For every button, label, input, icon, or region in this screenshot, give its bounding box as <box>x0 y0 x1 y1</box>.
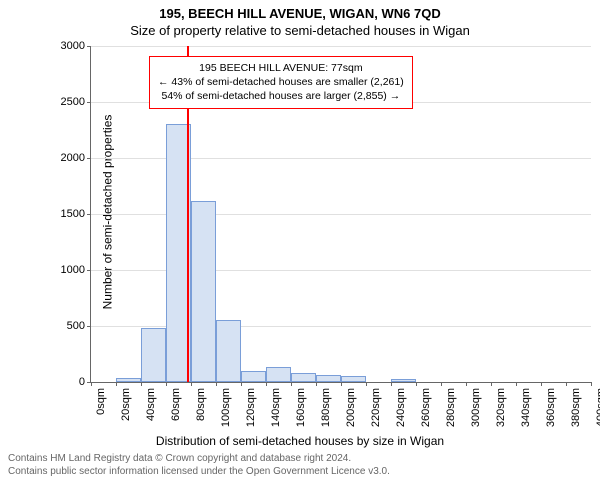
y-tick-label: 1500 <box>61 208 85 220</box>
x-tick-label: 20sqm <box>120 388 132 421</box>
attribution: Contains HM Land Registry data © Crown c… <box>0 448 600 478</box>
y-tick-label: 3000 <box>61 40 85 52</box>
attribution-line: Contains public sector information licen… <box>8 465 592 478</box>
x-tick-label: 360sqm <box>545 388 557 427</box>
y-tick <box>87 102 91 103</box>
histogram-bar <box>341 376 366 382</box>
histogram-bar <box>141 328 166 382</box>
page-title: 195, BEECH HILL AVENUE, WIGAN, WN6 7QD <box>0 0 600 21</box>
x-tick <box>191 382 192 386</box>
y-tick-label: 1000 <box>61 264 85 276</box>
gridline <box>91 46 591 47</box>
x-tick <box>341 382 342 386</box>
y-tick <box>87 214 91 215</box>
histogram-bar <box>191 201 216 382</box>
info-line-larger: 54% of semi-detached houses are larger (… <box>158 89 404 103</box>
x-tick-label: 400sqm <box>595 388 600 427</box>
info-line-property: 195 BEECH HILL AVENUE: 77sqm <box>158 61 404 75</box>
histogram-bar <box>266 367 291 382</box>
x-tick <box>216 382 217 386</box>
x-tick <box>291 382 292 386</box>
histogram-bar <box>241 371 266 382</box>
histogram-bar <box>291 373 316 382</box>
x-tick-label: 120sqm <box>245 388 257 427</box>
y-tick <box>87 326 91 327</box>
info-box: 195 BEECH HILL AVENUE: 77sqm ← 43% of se… <box>149 56 413 109</box>
y-tick <box>87 158 91 159</box>
x-tick-label: 240sqm <box>395 388 407 427</box>
x-tick-label: 340sqm <box>520 388 532 427</box>
y-tick-label: 500 <box>67 320 85 332</box>
x-tick <box>316 382 317 386</box>
y-tick-label: 2500 <box>61 96 85 108</box>
x-tick-label: 80sqm <box>195 388 207 421</box>
x-tick-label: 160sqm <box>295 388 307 427</box>
histogram-bar <box>216 320 241 382</box>
y-tick-label: 0 <box>79 376 85 388</box>
attribution-line: Contains HM Land Registry data © Crown c… <box>8 452 592 465</box>
x-tick <box>541 382 542 386</box>
x-tick <box>116 382 117 386</box>
x-tick-label: 260sqm <box>420 388 432 427</box>
x-tick <box>466 382 467 386</box>
histogram-bar <box>391 379 416 382</box>
x-tick-label: 220sqm <box>370 388 382 427</box>
x-tick-label: 280sqm <box>445 388 457 427</box>
y-tick <box>87 46 91 47</box>
y-tick <box>87 270 91 271</box>
x-tick-label: 180sqm <box>320 388 332 427</box>
x-tick <box>366 382 367 386</box>
x-tick <box>566 382 567 386</box>
x-tick-label: 200sqm <box>345 388 357 427</box>
histogram-bar <box>316 375 341 382</box>
y-tick-label: 2000 <box>61 152 85 164</box>
x-tick <box>391 382 392 386</box>
x-tick-label: 380sqm <box>570 388 582 427</box>
histogram-bar <box>116 378 141 382</box>
x-tick-label: 140sqm <box>270 388 282 427</box>
x-tick <box>441 382 442 386</box>
x-axis-label: Distribution of semi-detached houses by … <box>0 434 600 448</box>
x-tick <box>266 382 267 386</box>
x-tick-label: 320sqm <box>495 388 507 427</box>
x-tick <box>516 382 517 386</box>
chart-subtitle: Size of property relative to semi-detach… <box>0 21 600 42</box>
x-tick <box>241 382 242 386</box>
histogram-chart: Number of semi-detached properties 05001… <box>62 42 590 382</box>
x-tick-label: 0sqm <box>95 388 107 415</box>
info-line-smaller: ← 43% of semi-detached houses are smalle… <box>158 75 404 89</box>
x-tick <box>416 382 417 386</box>
x-tick-label: 300sqm <box>470 388 482 427</box>
x-tick <box>591 382 592 386</box>
x-tick <box>91 382 92 386</box>
x-tick-label: 60sqm <box>170 388 182 421</box>
plot-area: 0500100015002000250030000sqm20sqm40sqm60… <box>90 46 591 383</box>
x-tick <box>491 382 492 386</box>
x-tick-label: 40sqm <box>145 388 157 421</box>
x-tick <box>166 382 167 386</box>
x-tick-label: 100sqm <box>220 388 232 427</box>
x-tick <box>141 382 142 386</box>
